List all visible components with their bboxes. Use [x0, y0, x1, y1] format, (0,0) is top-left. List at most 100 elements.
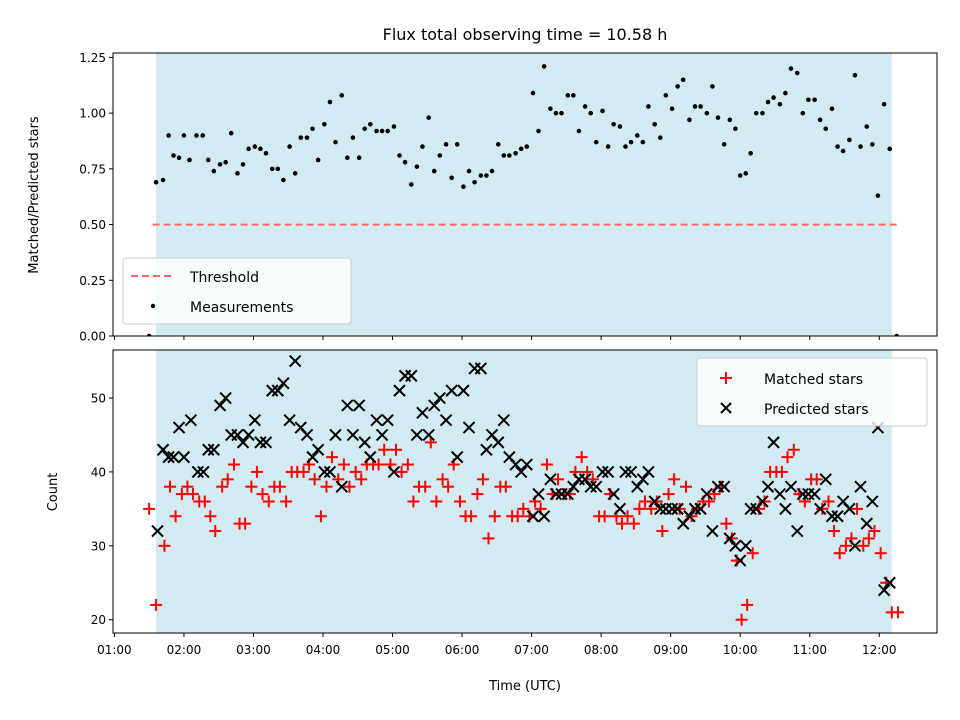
- predicted-star-point: [370, 413, 383, 427]
- predicted-star-point: [683, 510, 696, 523]
- predicted-star-point: [341, 399, 354, 412]
- top-y-tick-label: 0.25: [79, 274, 106, 288]
- measurement-point: [211, 168, 217, 174]
- matched-star-point: [758, 495, 771, 508]
- measurement-point: [777, 101, 783, 107]
- measurement-point: [461, 184, 466, 190]
- predicted-star-point: [642, 465, 655, 479]
- predicted-star-point: [854, 480, 867, 493]
- predicted-star-point: [624, 465, 638, 479]
- predicted-star-point: [492, 436, 505, 449]
- predicted-star-point: [480, 443, 493, 456]
- measurement-point: [431, 168, 437, 174]
- predicted-star-point: [254, 436, 267, 449]
- matched-star-point: [874, 547, 887, 560]
- predicted-star-point: [311, 443, 325, 456]
- measurement-point: [812, 97, 817, 103]
- measurement-point: [443, 142, 449, 147]
- measurement-point: [298, 135, 304, 140]
- measurement-point: [806, 97, 811, 103]
- matched-star-point: [436, 473, 449, 486]
- x-tick-label: 06:00: [445, 643, 480, 657]
- measurement-point: [200, 133, 206, 138]
- predicted-star-point: [259, 436, 273, 449]
- predicted-star-point: [248, 413, 262, 427]
- measurement-point: [692, 104, 698, 109]
- matched-star-point: [250, 465, 263, 478]
- measurement-point: [153, 179, 159, 185]
- predicted-star-point: [375, 428, 389, 442]
- measurement-point: [240, 162, 246, 167]
- predicted-star-point: [306, 450, 319, 464]
- x-tick-label: 05:00: [375, 643, 410, 657]
- measurement-point: [611, 122, 616, 127]
- measurement-point: [217, 162, 223, 167]
- measurement-point: [715, 115, 721, 120]
- measurement-point: [345, 155, 350, 161]
- predicted-star-point: [694, 502, 707, 516]
- measurement-point: [524, 144, 530, 149]
- matched-star-point: [175, 488, 188, 501]
- matched-star-point: [221, 473, 234, 486]
- predicted-star-point: [277, 377, 290, 390]
- measurement-point: [640, 139, 646, 145]
- measurement-point: [698, 104, 703, 109]
- top-plot-area: [146, 64, 899, 336]
- predicted-star-point: [329, 428, 342, 442]
- measurement-point: [160, 177, 166, 183]
- x-tick-label: 07:00: [514, 643, 549, 657]
- matched-star-point: [668, 473, 681, 486]
- matched-star-point: [372, 458, 385, 471]
- predicted-star-point: [596, 465, 609, 479]
- measurement-point: [733, 126, 738, 132]
- matched-star-point: [787, 443, 800, 456]
- predicted-star-point: [167, 450, 180, 464]
- predicted-star-point: [773, 487, 787, 501]
- measurement-point: [881, 101, 887, 107]
- matched-star-point: [401, 458, 414, 471]
- predicted-star-point: [784, 480, 798, 493]
- measurement-point: [315, 157, 321, 163]
- matched-star-point: [816, 502, 829, 515]
- predicted-star-point: [352, 399, 366, 412]
- measurement-point: [420, 144, 425, 149]
- matched-star-point: [390, 443, 403, 456]
- bottom-y-tick-label: 50: [91, 392, 106, 406]
- top-y-tick-label: 0.50: [79, 218, 106, 232]
- predicted-star-point: [381, 413, 394, 427]
- matched-star-point: [320, 480, 333, 493]
- predicted-star-point: [213, 399, 227, 412]
- predicted-star-point: [561, 487, 574, 501]
- matched-star-point: [453, 495, 466, 508]
- matched-star-point: [273, 480, 286, 493]
- top-y-tick-label: 1.25: [79, 51, 106, 65]
- measurement-point: [760, 110, 765, 116]
- matched-star-point: [621, 510, 634, 523]
- bottom-y-tick-label: 20: [91, 613, 106, 627]
- measurement-point: [449, 175, 454, 181]
- measurement-point: [350, 135, 356, 140]
- measurement-point: [559, 110, 564, 116]
- predicted-star-point: [428, 399, 441, 412]
- measurement-point: [536, 128, 541, 134]
- predicted-star-point: [172, 421, 186, 434]
- matched-star-point: [476, 473, 489, 486]
- matched-star-point: [337, 458, 350, 471]
- measurement-point: [794, 70, 800, 76]
- predicted-star-point: [288, 354, 302, 368]
- predicted-star-point: [474, 362, 488, 375]
- matched-star-point: [407, 495, 420, 508]
- measurement-point: [235, 171, 240, 176]
- predicted-star-point: [671, 502, 684, 516]
- matched-star-point: [575, 451, 588, 464]
- predicted-star-point: [266, 384, 279, 397]
- predicted-star-point: [883, 576, 896, 589]
- matched-star-point: [499, 480, 512, 493]
- measurement-point: [454, 142, 460, 147]
- matched-star-point: [741, 598, 754, 611]
- matched-star-point: [781, 451, 794, 464]
- measurement-point: [788, 66, 794, 71]
- measurement-point: [646, 104, 651, 109]
- measurement-point: [513, 150, 518, 156]
- matched-star-point: [627, 517, 640, 530]
